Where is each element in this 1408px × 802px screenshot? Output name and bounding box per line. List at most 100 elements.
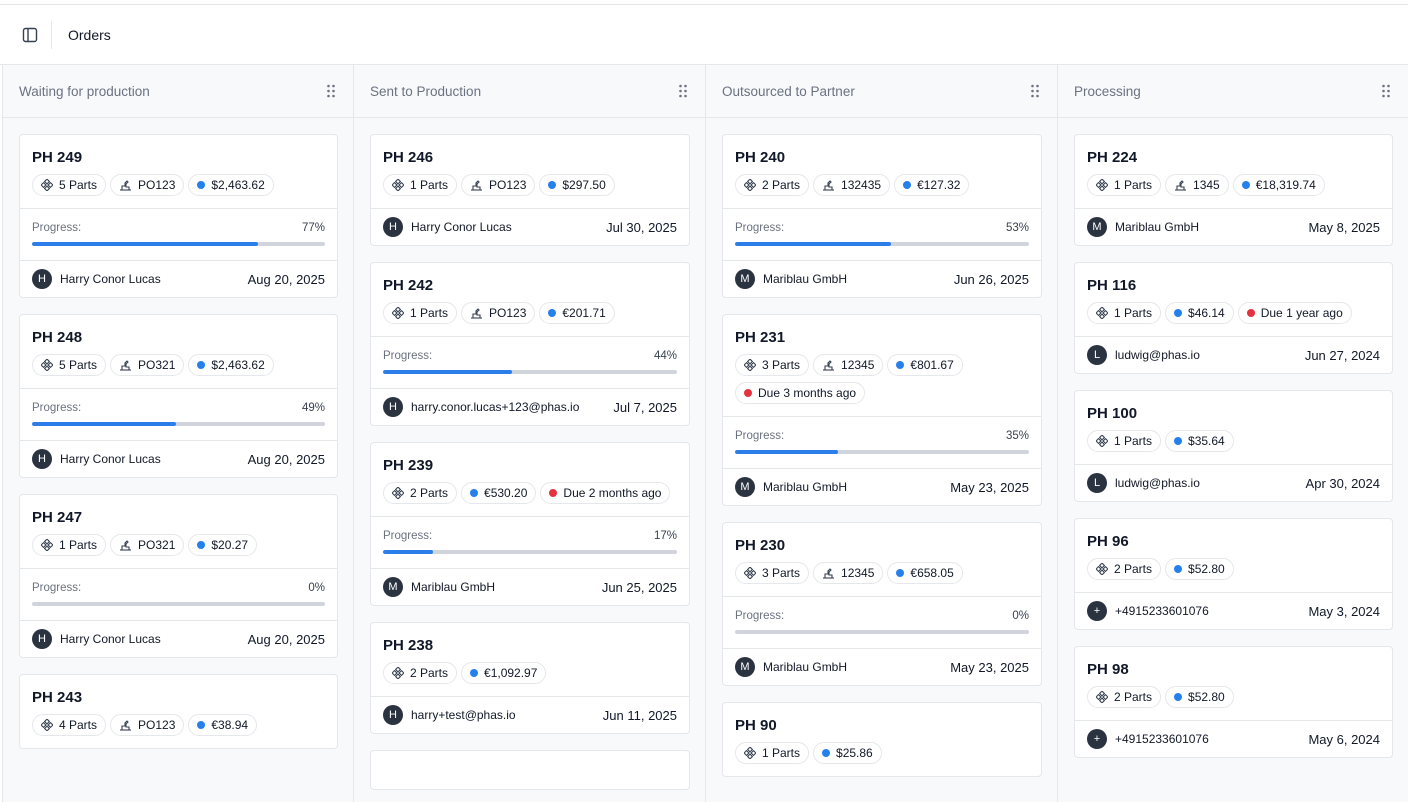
parts-chip-text: 2 Parts [762, 178, 801, 192]
order-card[interactable]: PH 90 1 Parts $25.86 [722, 702, 1042, 777]
avatar: + [1087, 601, 1107, 621]
avatar: + [1087, 729, 1107, 749]
parts-chip-text: 2 Parts [1114, 562, 1153, 576]
order-card[interactable]: PH 240 2 Parts 132435 €127.32 Progress: 53% M M… [722, 134, 1042, 298]
price-dot [548, 181, 557, 189]
parts-chip: 3 Parts [735, 562, 810, 584]
price-chip: €201.71 [539, 302, 615, 324]
card-footer: M Mariblau GmbH Jun 26, 2025 [723, 260, 1041, 297]
order-card[interactable]: PH 239 2 Parts €530.20 Due 2 months ago Prog… [370, 442, 690, 606]
customer-name: Mariblau GmbH [763, 480, 848, 494]
parts-icon [41, 719, 53, 731]
price-chip-text: €18,319.74 [1255, 178, 1316, 192]
column-cards: PH 224 1 Parts 1345 €18,319.74 M Mariblau Gmb… [1058, 118, 1408, 758]
progress-label: Progress: [383, 350, 433, 362]
price-dot [470, 489, 479, 497]
customer: M Mariblau GmbH [1087, 217, 1199, 237]
customer-name: ludwig@phas.io [1115, 348, 1200, 362]
po-chip-text: PO321 [138, 538, 176, 552]
price-chip-text: €201.71 [562, 306, 606, 320]
avatar: H [383, 705, 403, 725]
order-card[interactable]: PH 224 1 Parts 1345 €18,319.74 M Mariblau Gmb… [1074, 134, 1393, 246]
progress-row: Progress: 77% [32, 222, 325, 234]
column-header: Outsourced to Partner [706, 65, 1057, 118]
card-summary [371, 751, 689, 795]
po-chip-text: PO123 [138, 718, 176, 732]
sidebar-toggle-icon[interactable] [21, 26, 39, 44]
parts-icon [1096, 691, 1108, 703]
order-card[interactable]: PH 98 2 Parts $52.80 + +4915233601076 May 6, … [1074, 646, 1393, 758]
card-summary: PH 231 3 Parts 12345 €801.67 Due 3 months ag… [723, 315, 1041, 416]
card-summary: PH 100 1 Parts $35.64 [1075, 391, 1392, 464]
parts-chip-text: 1 Parts [59, 538, 98, 552]
customer: M Mariblau GmbH [735, 477, 847, 497]
progress-bar-fill [735, 242, 891, 246]
drag-handle-icon[interactable] [325, 84, 337, 98]
card-footer: H Harry Conor Lucas Aug 20, 2025 [20, 260, 337, 297]
progress-label: Progress: [383, 530, 433, 542]
order-card[interactable] [370, 750, 690, 790]
order-card[interactable]: PH 243 4 Parts PO123 €38.94 [19, 674, 338, 749]
drag-handle-icon[interactable] [1380, 84, 1392, 98]
parts-icon [1096, 179, 1108, 191]
po-chip-text: PO123 [489, 178, 527, 192]
po-chip-text: 1345 [1193, 178, 1220, 192]
card-summary: PH 249 5 Parts PO123 $2,463.62 [20, 135, 337, 208]
card-summary: PH 224 1 Parts 1345 €18,319.74 [1075, 135, 1392, 208]
chip-list: 1 Parts PO123 €201.71 [383, 302, 677, 324]
progress-bar [735, 630, 1029, 634]
chip-list: 1 Parts 1345 €18,319.74 [1087, 174, 1380, 196]
order-card[interactable]: PH 248 5 Parts PO321 $2,463.62 Progress: 49% H… [19, 314, 338, 478]
card-summary: PH 243 4 Parts PO123 €38.94 [20, 675, 337, 748]
order-card[interactable]: PH 246 1 Parts PO123 $297.50 H Harry Conor Lu… [370, 134, 690, 246]
order-date: Aug 20, 2025 [247, 271, 325, 287]
chip-list: 1 Parts $25.86 [735, 742, 1029, 764]
card-footer: H Harry Conor Lucas Jul 30, 2025 [371, 208, 689, 245]
parts-chip: 5 Parts [32, 354, 107, 376]
avatar: H [383, 397, 403, 417]
progress-value: 35% [1005, 430, 1029, 442]
parts-icon [392, 179, 404, 191]
order-card[interactable]: PH 249 5 Parts PO123 $2,463.62 Progress: 77% H… [19, 134, 338, 298]
customer: + +4915233601076 [1087, 601, 1209, 621]
chip-list: 1 Parts PO321 $20.27 [32, 534, 325, 556]
parts-chip: 1 Parts [1087, 174, 1162, 196]
parts-icon [744, 747, 756, 759]
drag-handle-icon[interactable] [677, 84, 689, 98]
price-dot [548, 309, 557, 317]
progress-bar [383, 370, 677, 374]
price-chip-text: €1,092.97 [484, 666, 538, 680]
progress-bar-fill [383, 550, 433, 554]
purchase-order-icon [822, 179, 835, 191]
card-footer: M Mariblau GmbH May 23, 2025 [723, 648, 1041, 685]
app-header: Orders [0, 5, 1408, 65]
order-card[interactable]: PH 96 2 Parts $52.80 + +4915233601076 May 3, … [1074, 518, 1393, 630]
drag-handle-icon[interactable] [1029, 84, 1041, 98]
progress-section: Progress: 44% [371, 336, 689, 388]
order-date: Jul 30, 2025 [606, 219, 677, 235]
order-card[interactable]: PH 231 3 Parts 12345 €801.67 Due 3 months ag… [722, 314, 1042, 506]
chip-list: 1 Parts $35.64 [1087, 430, 1380, 452]
parts-chip-text: 3 Parts [762, 358, 801, 372]
page-title: Orders [68, 26, 111, 43]
due-chip-text: Due 3 months ago [758, 386, 857, 400]
purchase-order-icon [1174, 179, 1187, 191]
price-chip: €658.05 [887, 562, 963, 584]
price-dot [197, 361, 206, 369]
avatar: M [735, 269, 755, 289]
po-chip-text: 12345 [841, 358, 875, 372]
order-date: Jun 26, 2025 [953, 271, 1029, 287]
progress-label: Progress: [735, 430, 785, 442]
order-card[interactable]: PH 230 3 Parts 12345 €658.05 Progress: 0% M Mar… [722, 522, 1042, 686]
customer: M Mariblau GmbH [735, 269, 847, 289]
parts-icon [392, 667, 404, 679]
customer: M Mariblau GmbH [735, 657, 847, 677]
order-card[interactable]: PH 247 1 Parts PO321 $20.27 Progress: 0% H Harr… [19, 494, 338, 658]
price-dot [1174, 309, 1183, 317]
price-dot [1174, 565, 1183, 573]
price-chip: €127.32 [894, 174, 970, 196]
